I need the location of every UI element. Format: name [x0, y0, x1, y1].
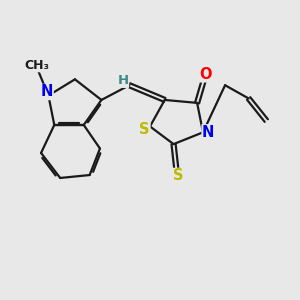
Text: S: S: [173, 168, 183, 183]
Text: CH₃: CH₃: [24, 59, 49, 72]
Text: O: O: [200, 67, 212, 82]
Text: N: N: [41, 85, 53, 100]
Text: H: H: [117, 74, 128, 87]
Text: N: N: [202, 125, 214, 140]
Text: S: S: [140, 122, 150, 137]
